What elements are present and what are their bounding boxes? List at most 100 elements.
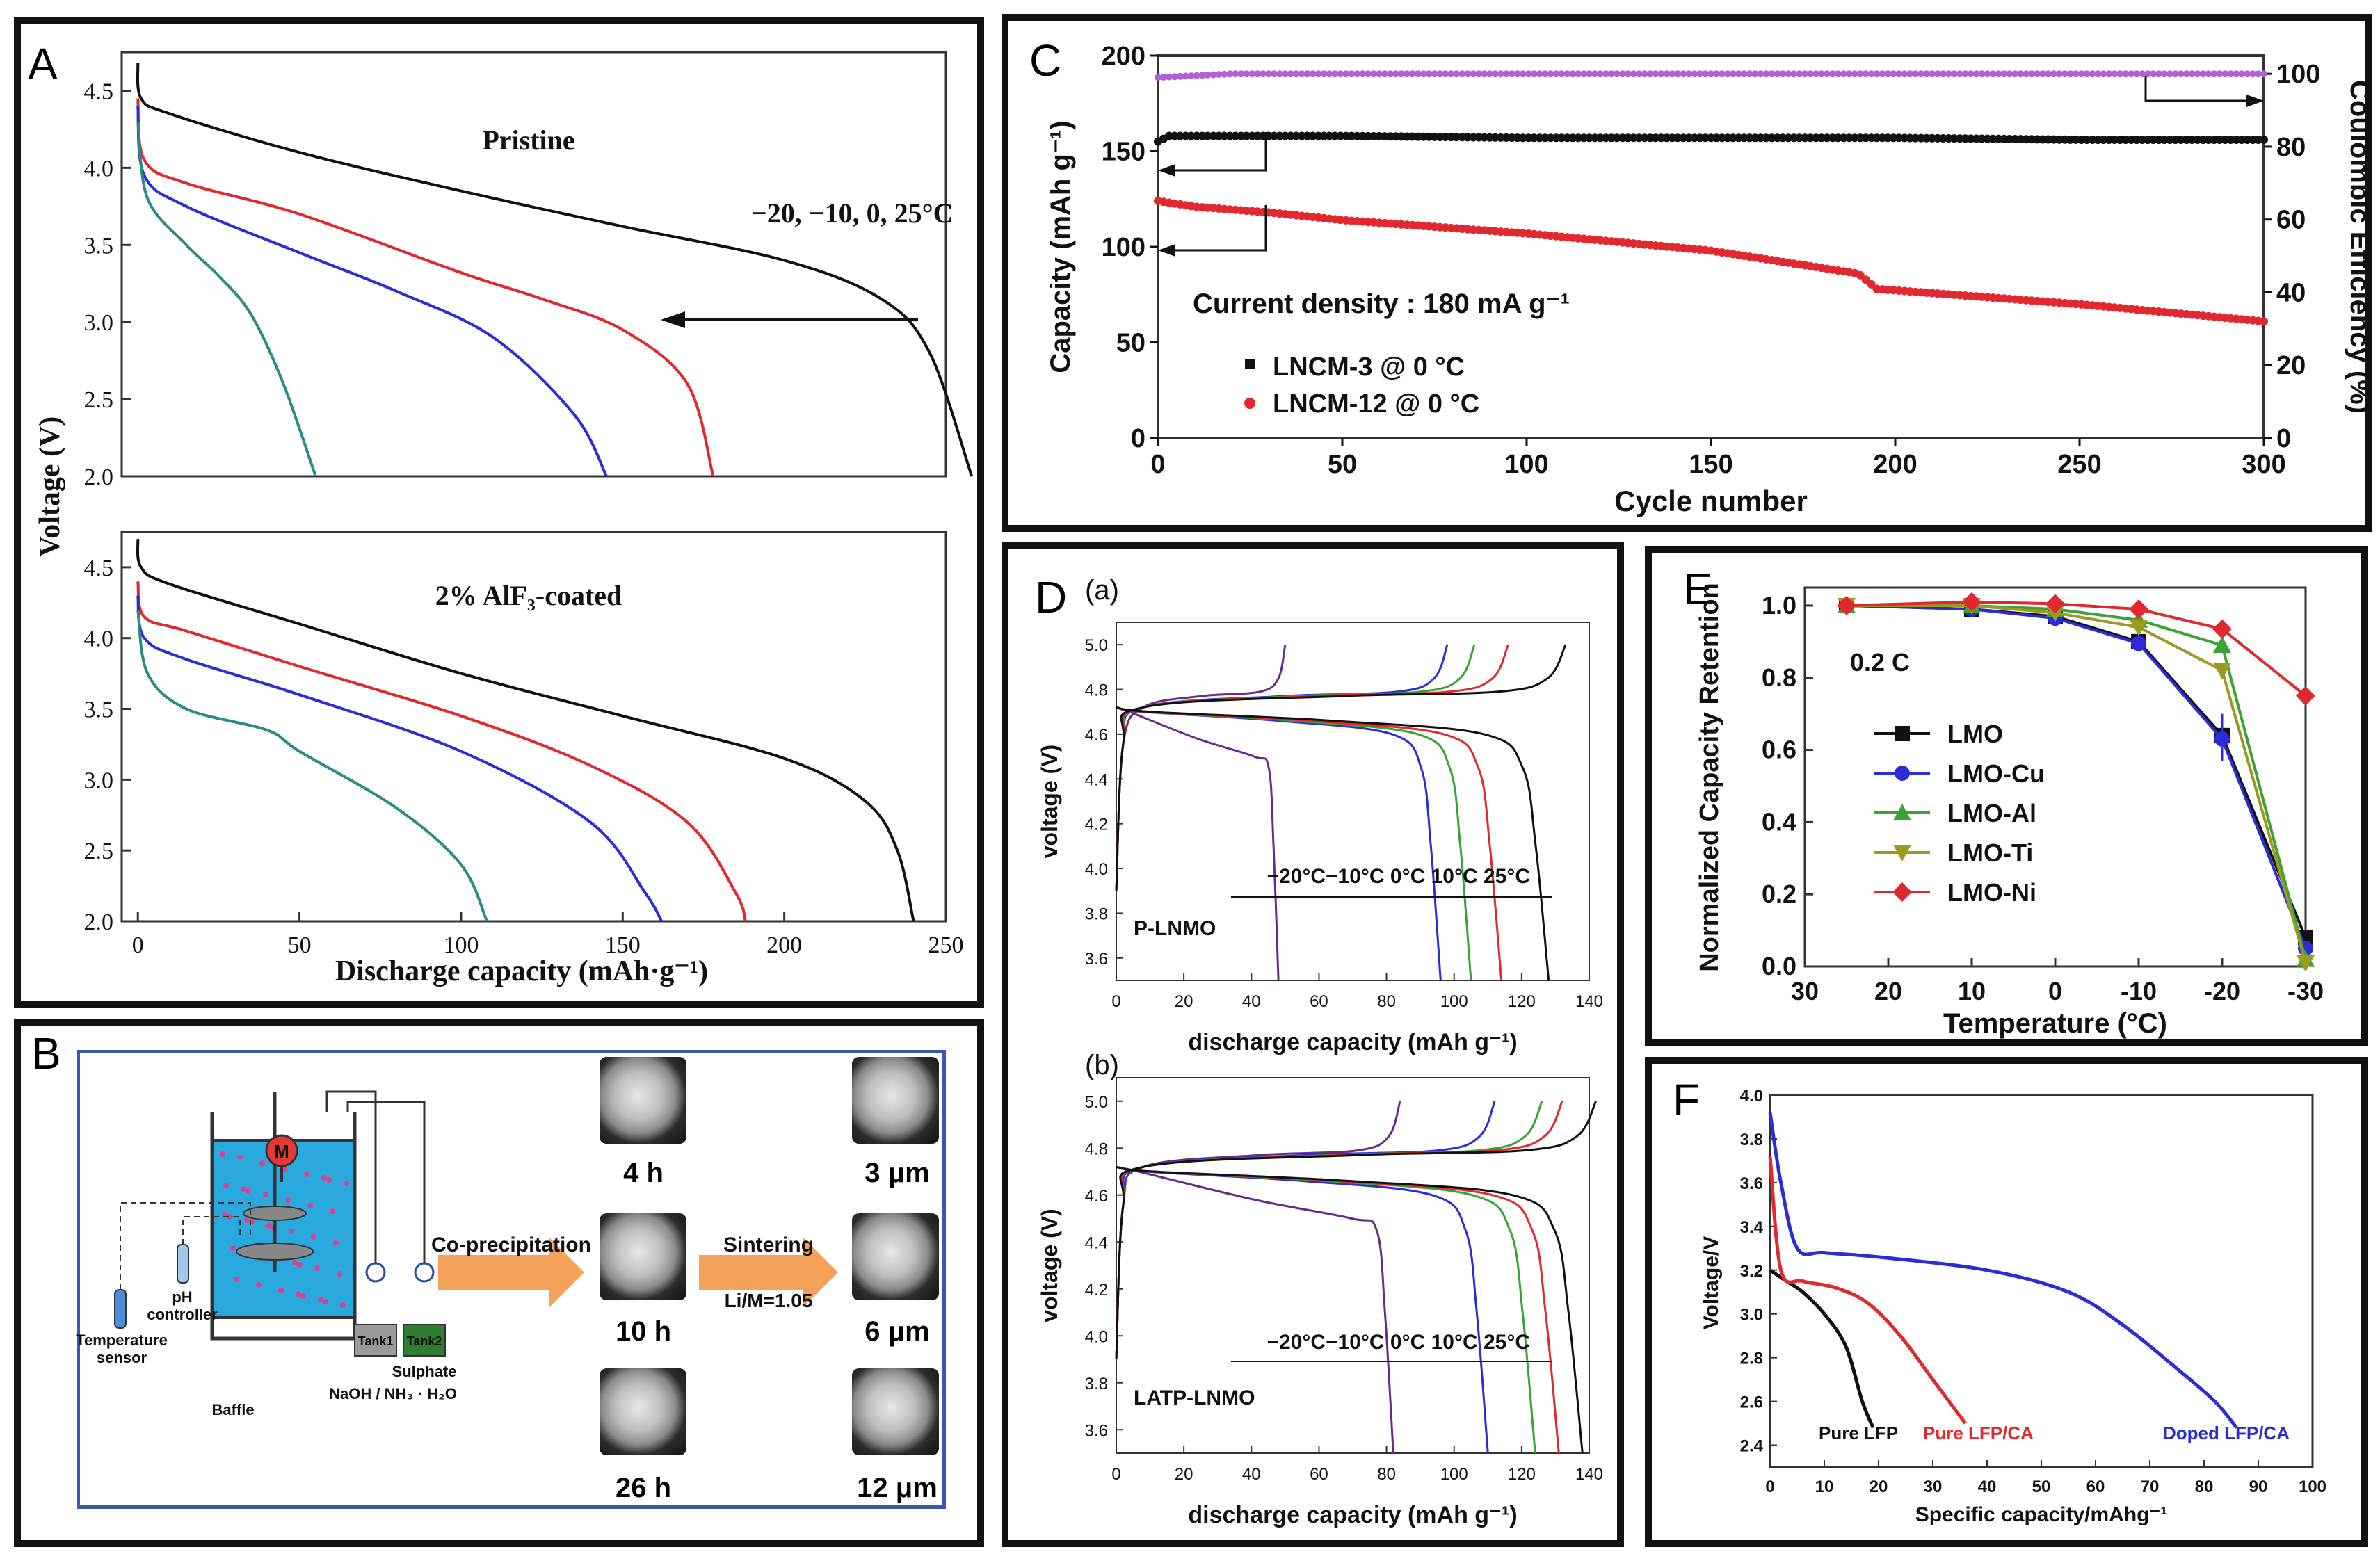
tank2-label: Tank2 (407, 1334, 442, 1348)
x-tick-label: 60 (2086, 1478, 2105, 1496)
data-point (1530, 70, 1538, 78)
data-point (1707, 70, 1714, 78)
sensor-wire (120, 1202, 251, 1290)
data-point (1359, 70, 1367, 78)
data-point (1618, 70, 1626, 78)
data-point (1575, 70, 1582, 78)
data-point (1723, 70, 1731, 78)
data-point (2128, 70, 2135, 78)
y-tick-label: 2.0 (84, 464, 114, 490)
temperature-annotation: −20, −10, 0, 25°C (751, 197, 953, 229)
data-point (1453, 70, 1461, 78)
schematic-frame (77, 1050, 946, 1509)
data-point (2221, 70, 2229, 78)
data-point (1292, 70, 1300, 78)
data-point (1397, 70, 1405, 78)
series-label-pure-lfp-ca: Pure LFP/CA (1923, 1423, 2034, 1443)
y-tick-label: 4.0 (1740, 1087, 1763, 1106)
data-point (1702, 70, 1710, 78)
data-point (2260, 317, 2268, 326)
legend-marker-lmo-cu (1895, 766, 1910, 781)
temperature-labels: −20°C−10°C 0°C 10°C 25°C (1267, 865, 1530, 888)
data-point (1774, 70, 1781, 78)
data-point (2077, 70, 2085, 78)
tank1-label: Tank1 (358, 1334, 394, 1348)
data-point (1602, 70, 1609, 78)
panel-label-a: A (28, 39, 58, 89)
data-point (2160, 70, 2168, 78)
data-point (1884, 70, 1892, 78)
particle-dot (340, 1302, 346, 1308)
data-point (1458, 70, 1466, 78)
particle-dot (220, 1151, 225, 1157)
data-point (2227, 70, 2235, 78)
data-point (1696, 70, 1704, 78)
y-tick-label: 4.5 (84, 556, 114, 581)
data-point (1790, 70, 1798, 78)
data-point (1978, 70, 1986, 78)
data-point (1475, 70, 1483, 78)
y-axis-label: Voltage/V (1700, 1236, 1723, 1329)
data-point (2105, 70, 2113, 78)
data-point (1685, 70, 1693, 78)
y-tick-label: 0.2 (1762, 880, 1796, 908)
data-point-lmo-ti (2130, 620, 2148, 637)
data-point (2199, 70, 2207, 78)
legend-label-lncm12: LNCM-12 @ 0 °C (1273, 389, 1479, 419)
valve-icon (365, 1262, 386, 1283)
data-point (1961, 70, 1969, 78)
particle-dot (323, 1299, 328, 1304)
data-point (1646, 70, 1654, 78)
tank2-icon (403, 1324, 446, 1357)
particle-dot (304, 1172, 309, 1177)
data-point (1464, 70, 1472, 78)
naoh-label: NaOH / NH₃ · H₂O (329, 1385, 457, 1402)
sem-image-4h (600, 1057, 686, 1144)
data-point-lmo-ni (1837, 595, 1856, 615)
data-point (2023, 70, 2030, 78)
y-tick-label: 2.6 (1740, 1393, 1763, 1412)
y-tick-label: 4.6 (1085, 726, 1108, 745)
data-point (2039, 70, 2046, 78)
y-tick-label: 50 (1116, 329, 1145, 358)
data-point (1828, 70, 1836, 78)
legend-marker-lmo-ni (1892, 882, 1912, 902)
data-point (1641, 70, 1648, 78)
data-point (1386, 70, 1394, 78)
data-point (1779, 70, 1787, 78)
y-tick-label: 4.8 (1085, 1140, 1108, 1158)
data-point (1541, 70, 1549, 78)
particle-dot (344, 1181, 349, 1186)
temperature-labels: −20°C−10°C 0°C 10°C 25°C (1267, 1331, 1530, 1354)
x-tick-label: 40 (1242, 992, 1261, 1011)
particle-dot (326, 1177, 332, 1183)
particle-dot (244, 1217, 250, 1223)
data-point (1552, 70, 1560, 78)
y2-tick-label: 40 (2276, 278, 2306, 307)
x-tick-label: 100 (1504, 450, 1548, 479)
charge-curve-25 (1115, 1101, 1598, 1360)
data-point (1436, 70, 1444, 78)
data-point (1508, 70, 1515, 78)
data-point (1193, 72, 1200, 79)
chart-title: Pristine (482, 124, 574, 156)
y-tick-label: 4.4 (1085, 770, 1108, 789)
panel-label-b: B (31, 1028, 61, 1078)
particle-dot (307, 1203, 313, 1208)
legend-marker-lncm3 (1245, 359, 1255, 369)
baffle-label: Baffle (211, 1401, 254, 1418)
current-density-annotation: Current density : 180 mA g⁻¹ (1193, 289, 1570, 319)
sensor-label: sensor (97, 1349, 147, 1366)
data-point (2182, 70, 2190, 78)
panel-c (1002, 14, 2372, 532)
data-point (1862, 70, 1870, 78)
data-point (1901, 70, 1908, 78)
motor-label: M (274, 1141, 289, 1162)
y-tick-label: 3.4 (1740, 1218, 1764, 1237)
impeller-blade (243, 1206, 307, 1221)
y-tick-label: 1.0 (1762, 591, 1796, 620)
data-point (1840, 70, 1847, 78)
data-point (1630, 70, 1637, 78)
data-point-lmo-ni (2129, 599, 2148, 620)
